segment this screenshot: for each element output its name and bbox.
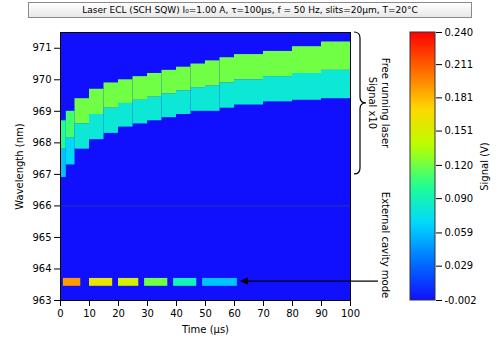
svg-text:40: 40 xyxy=(170,308,183,319)
svg-text:966: 966 xyxy=(32,200,51,211)
svg-text:0.240: 0.240 xyxy=(445,27,474,38)
svg-text:0.151: 0.151 xyxy=(445,125,474,136)
svg-text:0.059: 0.059 xyxy=(445,227,474,238)
svg-text:External cavity mode: External cavity mode xyxy=(380,192,391,298)
svg-text:963: 963 xyxy=(32,295,51,306)
svg-text:970: 970 xyxy=(32,74,51,85)
svg-text:Wavelength (nm): Wavelength (nm) xyxy=(14,123,25,209)
svg-text:964: 964 xyxy=(32,263,51,274)
svg-text:968: 968 xyxy=(32,137,51,148)
svg-text:-0.002: -0.002 xyxy=(445,295,477,306)
svg-text:80: 80 xyxy=(286,308,299,319)
svg-text:Signal (V): Signal (V) xyxy=(479,142,490,191)
svg-text:0: 0 xyxy=(57,308,63,319)
svg-text:971: 971 xyxy=(32,42,51,53)
svg-text:Time (µs): Time (µs) xyxy=(181,324,229,335)
svg-text:60: 60 xyxy=(228,308,241,319)
svg-text:969: 969 xyxy=(32,106,51,117)
svg-text:0.120: 0.120 xyxy=(445,160,474,171)
svg-text:90: 90 xyxy=(315,308,328,319)
svg-text:0.211: 0.211 xyxy=(445,59,474,70)
html-text:Laser ECL (SCH SQW) I₀=1.00 A,: Laser ECL (SCH SQW) I₀=1.00 A, τ=100µs, … xyxy=(82,5,418,15)
svg-text:0.029: 0.029 xyxy=(445,260,474,271)
svg-text:30: 30 xyxy=(141,308,154,319)
svg-text:0.090: 0.090 xyxy=(445,193,474,204)
svg-text:Signal x10: Signal x10 xyxy=(367,77,378,130)
svg-text:965: 965 xyxy=(32,232,51,243)
svg-text:Free running laser: Free running laser xyxy=(380,58,391,149)
svg-text:0.181: 0.181 xyxy=(445,92,474,103)
svg-text:50: 50 xyxy=(199,308,212,319)
svg-text:20: 20 xyxy=(112,308,125,319)
svg-text:100: 100 xyxy=(341,308,360,319)
svg-text:967: 967 xyxy=(32,169,51,180)
svg-text:70: 70 xyxy=(257,308,270,319)
svg-text:10: 10 xyxy=(83,308,96,319)
